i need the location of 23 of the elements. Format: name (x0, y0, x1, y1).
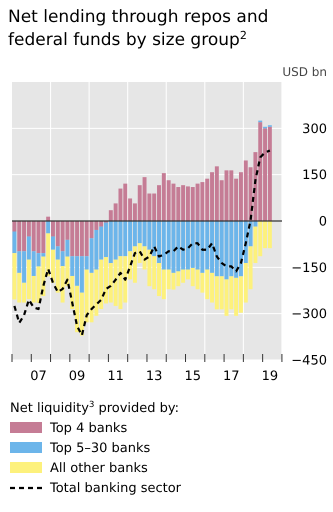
x-tick-label: 15 (184, 369, 202, 384)
legend-label: Top 5–30 banks (49, 441, 150, 456)
y-axis-title: USD bn (282, 65, 327, 79)
x-tick-label: 17 (223, 369, 240, 384)
x-tick-label: 11 (107, 369, 124, 384)
y-tick-label: −150 (291, 260, 327, 276)
x-tick-label: 13 (146, 369, 162, 384)
bar (46, 221, 50, 234)
y-tick-label: 0 (318, 214, 327, 230)
line-series (13, 149, 271, 336)
legend-title: Net liquidity$^{3}$ provided by: (10, 399, 180, 416)
y-tick-label: 150 (302, 168, 327, 184)
legend-label: Top 4 banks (49, 421, 128, 436)
y-tick-label: 300 (302, 122, 327, 137)
bar (46, 216, 50, 221)
chart-title: Net lending through repos and federal funds by size group$^{2}$ (8, 7, 268, 50)
legend-label: Total banking sector (49, 481, 182, 496)
legend-label: All other banks (50, 461, 148, 476)
x-tick-label: 19 (262, 369, 278, 384)
x-tick-label: 07 (30, 369, 47, 384)
y-tick-label: −300 (291, 307, 327, 322)
x-tick-label: 09 (68, 369, 86, 384)
y-tick-label: −450 (291, 354, 327, 369)
